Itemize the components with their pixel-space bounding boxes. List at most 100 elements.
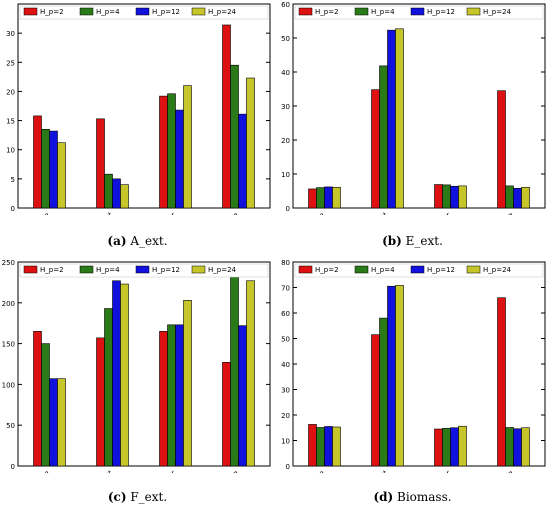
bar (112, 280, 121, 467)
bar (497, 297, 506, 467)
bar (183, 85, 192, 209)
bar (308, 188, 317, 209)
legend: H_p=2 H_p=4 H_p=12 H_p=24 (19, 5, 269, 20)
legend-label: H_p=24 (208, 266, 237, 274)
y-tick-label: 20 (6, 88, 15, 96)
legend: H_p=2 H_p=4 H_p=12 H_p=24 (294, 5, 544, 20)
chart-svg: 0 10 20 30 40 50 60 70 80 True Constant Linear Haag H… (281, 259, 546, 491)
y-tick-label: 60 (281, 1, 290, 9)
x-tick-label: Haag (220, 211, 240, 215)
y-tick-label: 100 (2, 381, 15, 389)
bar (175, 109, 184, 209)
legend-swatch (354, 7, 369, 16)
y-tick-label: 15 (6, 118, 15, 126)
bar (458, 425, 467, 467)
legend: H_p=2 H_p=4 H_p=12 H_p=24 (294, 263, 544, 278)
legend-label: H_p=12 (427, 266, 455, 274)
legend-label: H_p=24 (208, 8, 237, 16)
bar (246, 77, 255, 209)
legend-label: H_p=2 (315, 8, 339, 16)
x-tick-label: Linear (154, 211, 177, 215)
legend: H_p=2 H_p=4 H_p=12 H_p=24 (19, 263, 269, 278)
bar (371, 89, 380, 209)
legend-swatch (135, 265, 150, 274)
bar (120, 184, 129, 209)
y-tick-label: 10 (6, 147, 15, 155)
bar (450, 427, 459, 467)
bar (434, 184, 443, 209)
bar (112, 178, 121, 209)
caption-b: (b) E_ext. (275, 234, 550, 248)
legend-swatch (135, 7, 150, 16)
legend-label: H_p=12 (427, 8, 455, 16)
bar (450, 185, 459, 209)
bar (332, 186, 341, 209)
bar (513, 187, 522, 209)
x-tick-label: Haag (220, 469, 240, 473)
legend-swatch (298, 7, 313, 16)
bar (324, 186, 333, 209)
x-tick-label: Constant (357, 211, 388, 215)
x-tick-label: Linear (429, 469, 452, 473)
x-tick-label: True (33, 469, 51, 473)
legend-label: H_p=4 (371, 8, 395, 16)
caption-c: (c) F_ext. (0, 490, 275, 504)
caption-text-c: F_ext. (130, 490, 168, 504)
bar (316, 427, 325, 467)
bar (230, 64, 239, 209)
y-tick-label: 5 (11, 176, 15, 184)
caption-d: (d) Biomass. (275, 490, 550, 504)
bar (222, 362, 231, 467)
legend-label: H_p=24 (483, 8, 512, 16)
caption-label-c: (c) (107, 490, 127, 504)
bar (96, 337, 105, 467)
bar (57, 142, 66, 209)
legend-swatch (23, 7, 38, 16)
bar (167, 93, 176, 209)
chart-svg: 0 50 100 150 200 250 True Constant Linear Haag H_p… (2, 259, 271, 491)
legend-label: H_p=2 (315, 266, 339, 274)
bar (379, 65, 388, 209)
y-tick-label: 80 (281, 259, 290, 267)
bar (49, 378, 58, 467)
x-tick-label: Constant (82, 469, 113, 473)
bar (308, 424, 317, 467)
y-tick-label: 0 (11, 463, 15, 471)
legend-label: H_p=12 (152, 8, 180, 16)
bar (442, 427, 451, 467)
x-tick-label: True (33, 211, 51, 215)
x-tick-label: Linear (429, 211, 452, 215)
x-tick-label: Linear (154, 469, 177, 473)
bar (41, 129, 50, 209)
y-tick-label: 20 (281, 412, 290, 420)
y-tick-label: 10 (281, 171, 290, 179)
y-tick-label: 50 (6, 422, 15, 430)
caption-text-a: A_ext. (130, 234, 168, 248)
bar (513, 428, 522, 467)
y-tick-label: 70 (281, 285, 290, 293)
y-tick-label: 10 (281, 438, 290, 446)
caption-label-d: (d) (373, 490, 394, 504)
legend-swatch (191, 7, 206, 16)
chart-svg: 0 10 20 30 40 50 60 True Constant Linear Haag H_p=2… (281, 1, 546, 233)
panel-c: 0 50 100 150 200 250 True Constant Linear Haag H_p… (0, 258, 275, 491)
caption-text-b: E_ext. (405, 234, 443, 248)
legend-swatch (79, 7, 94, 16)
bar (442, 184, 451, 209)
y-tick-label: 25 (6, 59, 15, 67)
bar (332, 426, 341, 467)
x-tick-label: Constant (357, 469, 388, 473)
legend-swatch (354, 265, 369, 274)
bar (238, 113, 247, 209)
x-tick-label: Haag (495, 469, 515, 473)
legend-swatch (191, 265, 206, 274)
y-tick-label: 0 (286, 463, 290, 471)
x-tick-label: Haag (495, 211, 515, 215)
legend-label: H_p=4 (96, 266, 120, 274)
bar (41, 343, 50, 467)
bar (96, 118, 105, 209)
y-tick-label: 30 (281, 387, 290, 395)
bar (246, 280, 255, 467)
legend-swatch (466, 265, 481, 274)
